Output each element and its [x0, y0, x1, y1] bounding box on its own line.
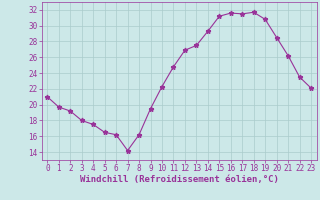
X-axis label: Windchill (Refroidissement éolien,°C): Windchill (Refroidissement éolien,°C) — [80, 175, 279, 184]
